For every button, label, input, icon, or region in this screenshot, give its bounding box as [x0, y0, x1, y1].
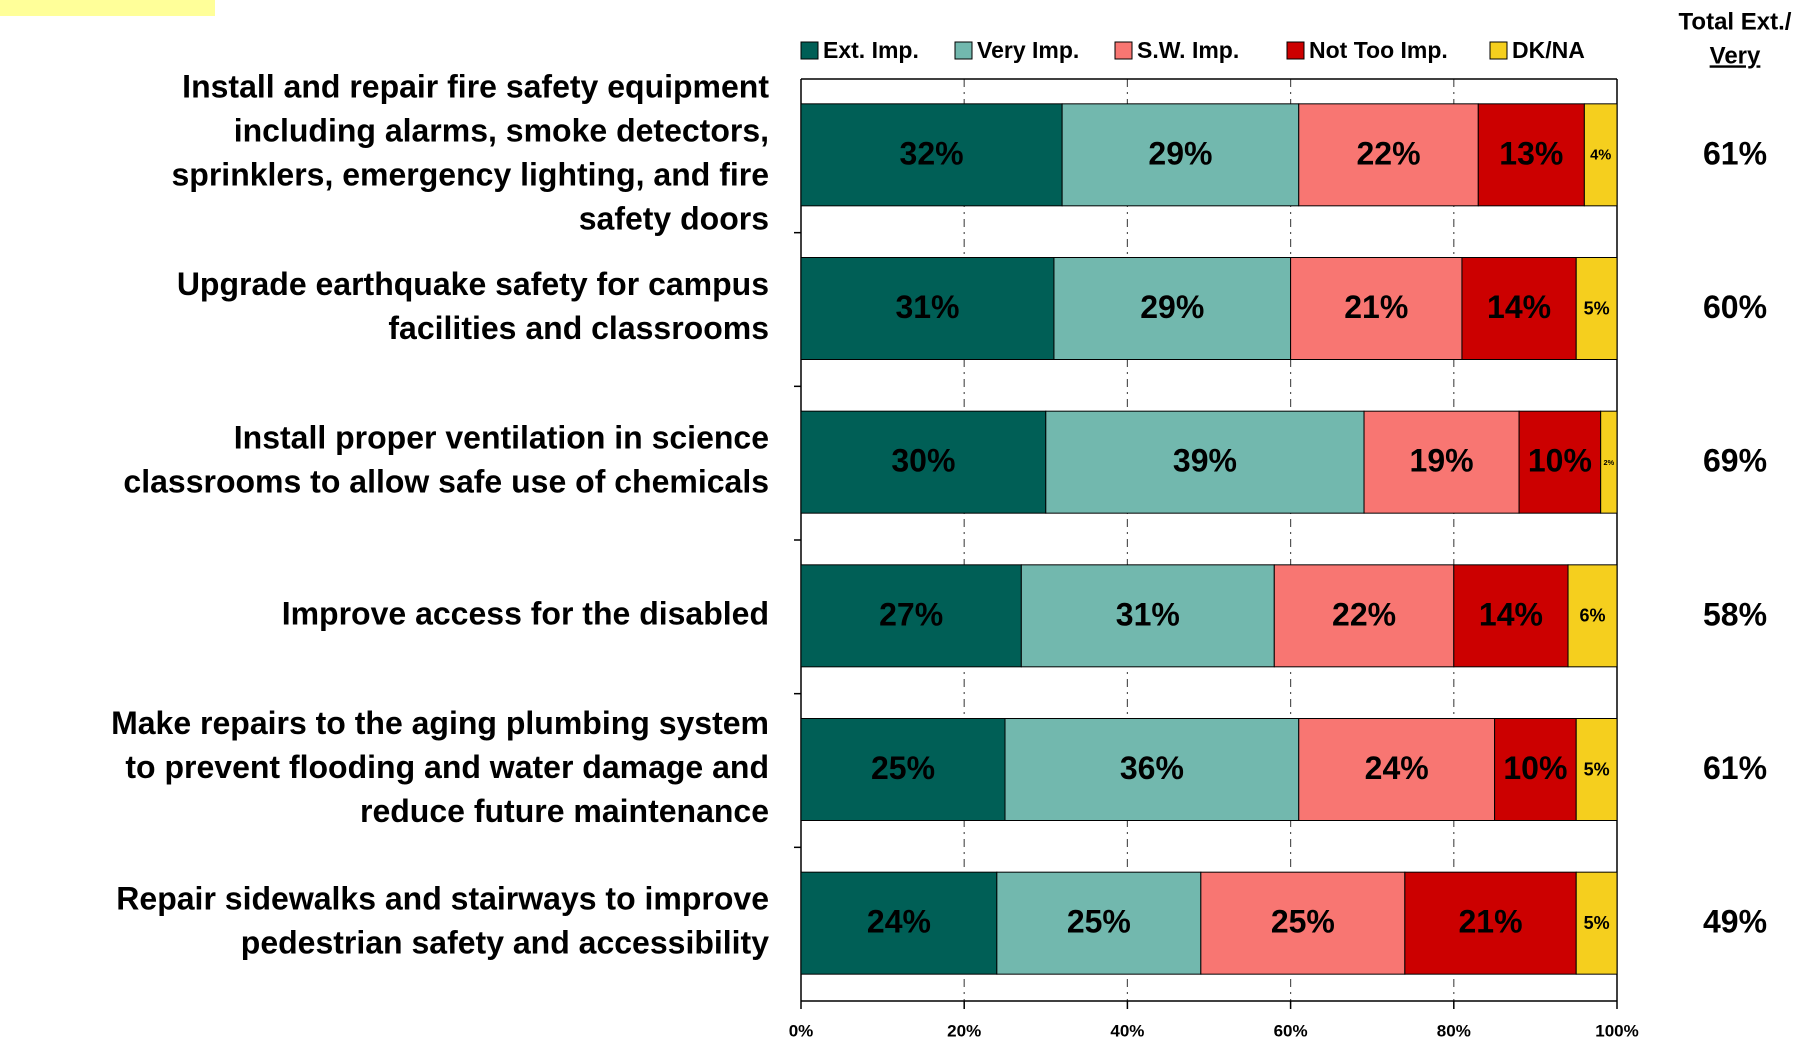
category-label: sprinklers, emergency lighting, and fire: [172, 156, 770, 192]
data-label: 25%: [1271, 904, 1335, 940]
bar-segment: [1045, 410, 1365, 514]
x-tick-label: 40%: [1110, 1021, 1144, 1040]
bar-segment: [800, 257, 1055, 360]
data-label: 32%: [900, 135, 964, 171]
data-label: 10%: [1528, 443, 1592, 479]
totals-header: Total Ext./: [1679, 8, 1792, 35]
category-label: Upgrade earthquake safety for campus: [177, 266, 769, 302]
data-label: 22%: [1356, 135, 1420, 171]
data-label: 25%: [871, 750, 935, 786]
legend-swatch: [1286, 41, 1305, 60]
totals-header: Very: [1710, 42, 1761, 69]
data-label: 25%: [1067, 904, 1131, 940]
category-label: Improve access for the disabled: [282, 595, 769, 631]
x-tick-label: 60%: [1274, 1021, 1308, 1040]
category-label: facilities and classrooms: [388, 310, 769, 346]
bar-segment: [1363, 410, 1520, 514]
legend-swatch: [800, 41, 819, 60]
legend-swatch: [954, 41, 973, 60]
bar-segment: [1461, 257, 1577, 360]
data-label: 24%: [1365, 750, 1429, 786]
legend-label: S.W. Imp.: [1137, 37, 1239, 63]
legend-label: DK/NA: [1512, 37, 1585, 63]
data-label: 21%: [1458, 904, 1522, 940]
data-label: 2%: [1604, 458, 1615, 467]
bar-segment: [1404, 871, 1577, 975]
data-label: 5%: [1584, 298, 1610, 318]
data-label: 4%: [1590, 148, 1611, 164]
category-label: to prevent flooding and water damage and: [125, 749, 769, 785]
data-label: 13%: [1499, 135, 1563, 171]
bar-segment: [1477, 103, 1585, 207]
category-label: safety doors: [579, 200, 769, 236]
bar-segment: [1004, 718, 1300, 821]
bar-segment: [1020, 564, 1275, 668]
data-label: 14%: [1487, 289, 1551, 325]
total-label: 69%: [1703, 443, 1767, 479]
x-tick-label: 0%: [789, 1021, 814, 1040]
x-tick-label: 100%: [1595, 1021, 1638, 1040]
category-label: including alarms, smoke detectors,: [234, 112, 769, 148]
category-label: Make repairs to the aging plumbing syste…: [111, 705, 769, 741]
bar-segment: [800, 564, 1022, 668]
bar-segment: [800, 718, 1006, 821]
legend-swatch: [1489, 41, 1508, 60]
data-label: 31%: [895, 289, 959, 325]
total-label: 49%: [1703, 904, 1767, 940]
category-label: classrooms to allow safe use of chemical…: [123, 464, 769, 500]
legend-swatch: [1114, 41, 1133, 60]
data-label: 22%: [1332, 596, 1396, 632]
legend-label: Not Too Imp.: [1309, 37, 1448, 63]
data-label: 6%: [1580, 606, 1606, 626]
data-label: 39%: [1173, 443, 1237, 479]
x-tick-label: 80%: [1437, 1021, 1471, 1040]
bar-segment: [1575, 718, 1618, 821]
data-label: 31%: [1116, 596, 1180, 632]
data-label: 24%: [867, 904, 931, 940]
total-label: 61%: [1703, 135, 1767, 171]
x-tick-label: 20%: [947, 1021, 981, 1040]
total-label: 60%: [1703, 289, 1767, 325]
highlight: [0, 0, 215, 16]
bar-segment: [1298, 718, 1496, 821]
data-label: 14%: [1479, 596, 1543, 632]
bar-segment: [1453, 564, 1569, 668]
bar-segment: [1053, 257, 1292, 360]
data-label: 21%: [1344, 289, 1408, 325]
bar-segment: [800, 871, 998, 975]
bar-segment: [1290, 257, 1463, 360]
data-label: 27%: [879, 596, 943, 632]
category-label: Repair sidewalks and stairways to improv…: [116, 881, 769, 917]
data-label: 5%: [1584, 759, 1610, 779]
bar-segment: [800, 103, 1063, 207]
legend-label: Very Imp.: [977, 37, 1079, 63]
bar-segment: [1575, 871, 1618, 975]
data-label: 36%: [1120, 750, 1184, 786]
data-label: 19%: [1410, 443, 1474, 479]
legend-label: Ext. Imp.: [823, 37, 919, 63]
data-label: 29%: [1148, 135, 1212, 171]
total-label: 61%: [1703, 750, 1767, 786]
category-label: Install and repair fire safety equipment: [182, 68, 769, 104]
category-label: pedestrian safety and accessibility: [241, 925, 769, 961]
bar-segment: [1061, 103, 1300, 207]
bar-segment: [1298, 103, 1479, 207]
bar-segment: [1518, 410, 1602, 514]
category-label: reduce future maintenance: [360, 793, 769, 829]
bar-segment: [800, 410, 1047, 514]
data-label: 5%: [1584, 913, 1610, 933]
bar-segment: [1273, 564, 1455, 668]
data-label: 30%: [891, 443, 955, 479]
bar-segment: [1575, 257, 1618, 360]
bar-segment: [1583, 103, 1618, 207]
bar-segment: [1600, 410, 1618, 514]
data-label: 10%: [1503, 750, 1567, 786]
category-label: Install proper ventilation in science: [234, 420, 769, 456]
bar-segment: [1200, 871, 1406, 975]
total-label: 58%: [1703, 596, 1767, 632]
data-label: 29%: [1140, 289, 1204, 325]
bar-segment: [1567, 564, 1618, 668]
